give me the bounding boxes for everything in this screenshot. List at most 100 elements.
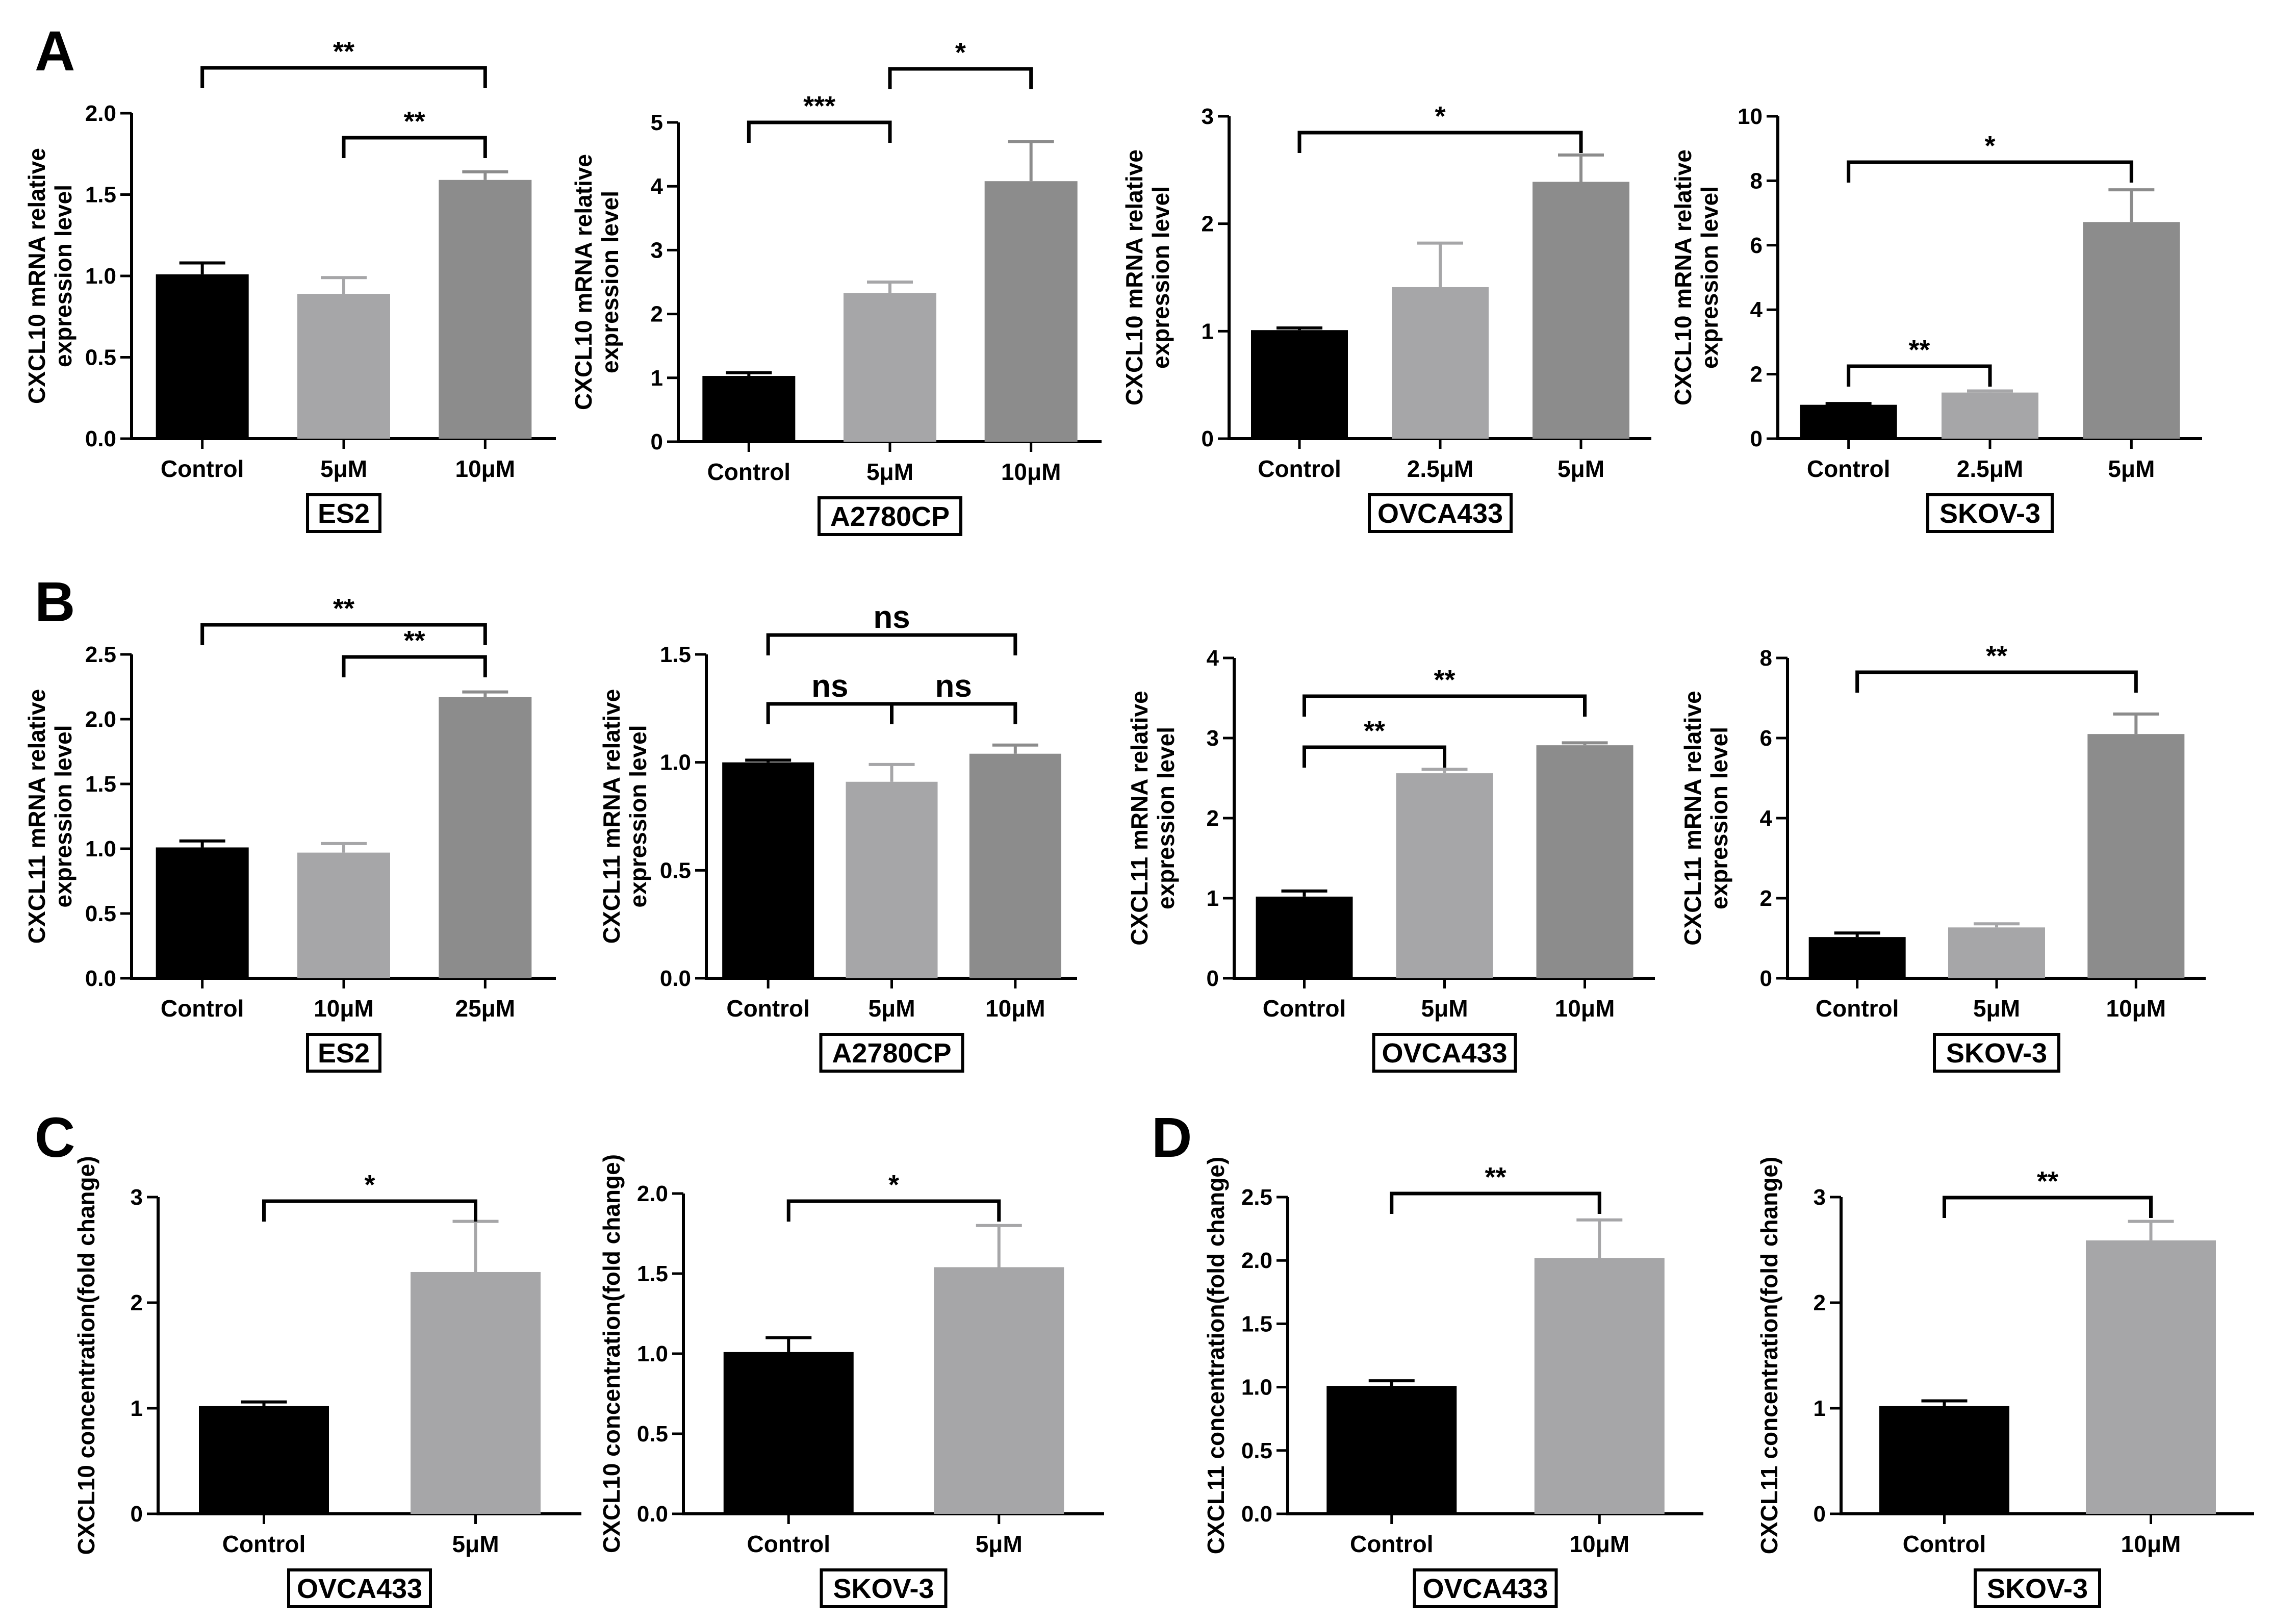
y-axis-label: CXCL11 concentration(fold change) (1756, 1157, 1782, 1555)
category-label: Control (1350, 1531, 1434, 1557)
chart-2: 0 1 2 3 Control 2.5μM 5μM CXCL10 mRNA relativee… (1121, 101, 1651, 533)
significance-bracket (1847, 364, 1992, 387)
y-tick-label: 0 (651, 429, 663, 454)
y-tick-label: 0.0 (1241, 1502, 1272, 1527)
category-label: 2.5μM (1407, 455, 1473, 482)
category-label: Control (1258, 455, 1341, 482)
significance-bracket (342, 655, 487, 677)
bar (1534, 1258, 1665, 1514)
y-axis-label: CXCL10 mRNA relativeexpression level (1670, 149, 1723, 405)
significance-label: ns (811, 669, 848, 704)
category-label: 10μM (2121, 1531, 2181, 1557)
y-tick-label: 0 (1207, 966, 1219, 991)
y-tick-label: 0.5 (1241, 1438, 1272, 1463)
category-label: 10μM (1569, 1531, 1629, 1557)
significance-bracket (1297, 131, 1583, 153)
y-axis-label-text: CXCL10 concentration(fold change) (73, 1156, 99, 1555)
significance-bracket (766, 633, 1017, 655)
significance-label: ** (333, 593, 354, 624)
significance-label: * (1984, 131, 1995, 161)
category-label: 5μM (1973, 995, 2020, 1022)
category-label: Control (161, 995, 244, 1022)
y-tick-label: 2.5 (1241, 1185, 1272, 1210)
y-tick-label: 2.0 (1241, 1248, 1272, 1273)
bar (1326, 1386, 1457, 1514)
bar (1256, 896, 1353, 978)
chart-5: 0.0 0.5 1.0 1.5 Control 5μM 10μM CXCL11 mRNA re… (598, 600, 1077, 1073)
category-label: 10μM (455, 455, 516, 482)
y-tick-label: 8 (1750, 168, 1763, 193)
y-tick-label: 3 (1814, 1185, 1826, 1210)
y-tick-label: 5 (651, 110, 663, 135)
category-label: 5μM (320, 455, 367, 482)
y-tick-label: 1.0 (637, 1341, 668, 1366)
y-tick-label: 1 (651, 366, 663, 391)
y-axis-label-text: CXCL10 mRNA relativeexpression level (1121, 149, 1174, 405)
bar (297, 852, 390, 978)
y-axis-label: CXCL10 mRNA relativeexpression level (1121, 149, 1174, 405)
y-tick-label: 3 (651, 238, 663, 263)
bar (297, 294, 390, 439)
category-label: Control (222, 1531, 306, 1557)
y-axis-label-line: CXCL10 mRNA relative (1121, 149, 1147, 405)
bar (1879, 1406, 2009, 1514)
category-label: Control (726, 995, 810, 1022)
cell-line-label: ES2 (318, 1038, 370, 1069)
y-tick-label: 0.5 (637, 1422, 668, 1447)
significance-label: ** (1434, 665, 1455, 695)
y-tick-label: 1.5 (1241, 1311, 1272, 1336)
panel-label-b: B (35, 571, 75, 633)
cell-line-box (287, 1568, 432, 1608)
y-tick-label: 0.0 (85, 966, 116, 991)
significance-label: * (955, 37, 966, 68)
y-axis-label-line: expression level (50, 185, 76, 367)
y-tick-label: 1 (1207, 886, 1219, 911)
cell-line-label: SKOV-3 (1939, 498, 2040, 529)
category-label: 5μM (1421, 995, 1468, 1022)
bar (1942, 392, 2038, 439)
y-tick-label: 1.5 (85, 183, 116, 208)
significance-label: * (364, 1170, 375, 1200)
cell-line-box (818, 496, 962, 536)
cell-line-label: SKOV-3 (1946, 1038, 2047, 1069)
cell-line-box (820, 1568, 948, 1608)
y-tick-label: 1.0 (85, 264, 116, 289)
significance-label: ** (879, 0, 901, 6)
category-label: 5μM (868, 995, 915, 1022)
y-tick-label: 4 (1760, 806, 1773, 831)
bar (1396, 773, 1493, 978)
bar (1808, 937, 1906, 978)
y-tick-label: 6 (1750, 233, 1763, 258)
y-tick-label: 0 (1202, 426, 1214, 451)
y-tick-label: 1.5 (85, 772, 116, 797)
bar (411, 1272, 541, 1514)
chart-10: 0.0 0.5 1.0 1.5 2.0 2.5 Control 10μM CXCL11 conc… (1203, 1157, 1703, 1608)
cell-line-box (1413, 1568, 1558, 1608)
significance-bracket (200, 623, 487, 645)
charts: 0.0 0.5 1.0 1.5 2.0 Control 5μM 10μM CXCL10 mRNA… (23, 0, 2254, 1608)
significance-bracket (1303, 694, 1587, 717)
category-label: 10μM (985, 995, 1045, 1022)
bar (1948, 927, 2045, 978)
chart-9: 0.0 0.5 1.0 1.5 2.0 Control 5μM CXCL10 concentr… (598, 1154, 1104, 1608)
category-label: 5μM (976, 1531, 1023, 1557)
y-tick-label: 0 (1814, 1502, 1826, 1527)
cell-line-box (1926, 493, 2054, 533)
y-tick-label: 1.0 (1241, 1375, 1272, 1400)
chart-0: 0.0 0.5 1.0 1.5 2.0 Control 5μM 10μM CXCL10 mRNA… (23, 36, 556, 533)
y-axis-label-line: expression level (1696, 186, 1723, 369)
y-axis-label-line: CXCL11 mRNA relative (598, 689, 625, 944)
y-axis-label-text: CXCL11 mRNA relativeexpression level (1126, 691, 1179, 945)
y-tick-label: 2 (1814, 1290, 1826, 1315)
y-tick-label: 2 (1760, 886, 1772, 911)
y-tick-label: 4 (651, 174, 663, 199)
bar (439, 697, 532, 978)
cell-line-label: ES2 (318, 498, 370, 529)
y-tick-label: 2 (1207, 806, 1219, 831)
significance-bracket (786, 1199, 1001, 1222)
cell-line-label: SKOV-3 (833, 1574, 934, 1604)
y-tick-label: 1.5 (637, 1261, 668, 1286)
y-tick-label: 4 (1207, 646, 1219, 671)
significance-bracket (747, 120, 892, 143)
